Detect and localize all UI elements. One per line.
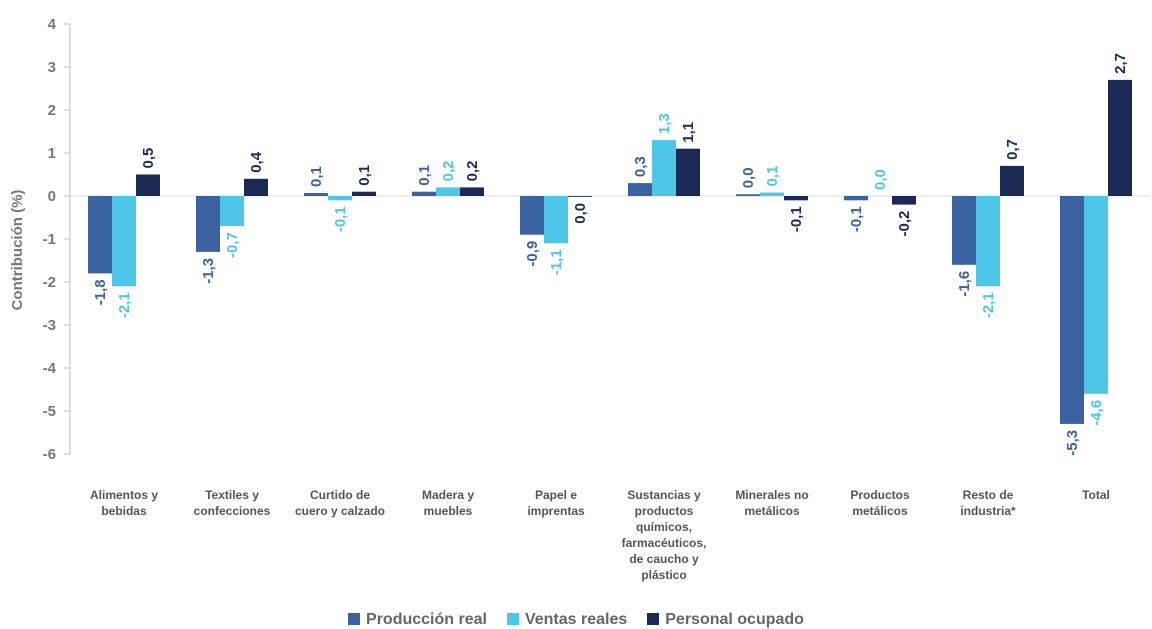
data-label: 0,1: [356, 165, 373, 186]
data-label: 1,1: [680, 122, 697, 143]
bar: [652, 140, 676, 196]
bar: [544, 196, 568, 244]
data-label: 0,3: [632, 156, 649, 177]
legend-swatch: [647, 613, 660, 625]
legend-swatch: [348, 613, 361, 625]
legend-label: Producción real: [366, 611, 487, 628]
bar: [952, 196, 976, 265]
data-label: -0,9: [524, 241, 541, 267]
data-label: 0,1: [764, 166, 781, 187]
legend-swatch: [506, 613, 519, 625]
y-tick-label: 0: [48, 188, 56, 205]
data-label: 2,7: [1112, 53, 1129, 74]
data-label: 0,5: [140, 148, 157, 169]
data-label: -1,1: [548, 249, 565, 275]
data-label: -4,6: [1088, 400, 1105, 426]
y-tick-label: 1: [48, 145, 56, 162]
data-label: -0,7: [224, 232, 241, 258]
y-tick-label: 4: [48, 16, 57, 33]
data-label: 0,2: [464, 161, 481, 182]
data-label: -1,8: [92, 279, 109, 305]
x-tick-label: Resto de industria*: [960, 488, 1016, 518]
bar: [844, 196, 868, 201]
legend-label: Ventas reales: [524, 611, 628, 628]
x-tick-label: Papel e imprentas: [527, 488, 585, 518]
data-label: -2,1: [980, 292, 997, 318]
x-tick-label: Curtido de cuero y calzado: [294, 488, 386, 518]
legend-item: Producción real: [348, 611, 487, 629]
data-label: 0,1: [308, 166, 325, 187]
y-tick-label: -3: [43, 317, 56, 334]
data-label: 0,4: [248, 151, 265, 173]
bar: [520, 196, 544, 235]
bar: [1060, 196, 1084, 424]
data-label: -1,6: [956, 271, 973, 297]
y-tick-label: -5: [43, 403, 56, 420]
data-label: -0,1: [332, 206, 349, 232]
bar: [460, 187, 484, 196]
bar: [760, 192, 784, 196]
x-tick-label: Minerales no metálicos: [735, 488, 809, 518]
x-tick-label: Sustancias y productos químicos, farmacé…: [621, 488, 707, 582]
data-label: -0,1: [848, 206, 865, 232]
bar: [736, 194, 760, 196]
data-label: 0,0: [740, 167, 757, 188]
bar: [220, 196, 244, 227]
bar: [88, 196, 112, 274]
bar: [976, 196, 1000, 287]
data-label: 0,2: [440, 161, 457, 182]
data-label: -0,1: [788, 206, 805, 232]
legend-label: Personal ocupado: [665, 611, 804, 628]
bar: [676, 148, 700, 196]
bar: [892, 196, 916, 205]
bar: [1084, 196, 1108, 394]
bar: [196, 196, 220, 252]
x-tick-label: Madera y muebles: [421, 488, 475, 518]
data-label: 0,0: [872, 169, 889, 190]
bar: [352, 191, 376, 196]
bar: [136, 174, 160, 196]
data-label: -0,2: [896, 211, 913, 237]
data-label: 0,1: [416, 165, 433, 186]
bar: [328, 196, 352, 201]
bar: [1000, 165, 1024, 196]
x-tick-label: Productos metálicos: [850, 488, 910, 518]
y-axis-label: Contribución (%): [9, 190, 26, 311]
bar: [412, 191, 436, 196]
y-tick-label: -2: [43, 274, 56, 291]
data-label: 0,7: [1004, 139, 1021, 160]
bar: [244, 178, 268, 196]
y-tick-label: -4: [43, 360, 57, 377]
y-tick-label: -1: [43, 231, 56, 248]
legend-item: Personal ocupado: [647, 611, 804, 629]
x-tick-label: Alimentos y bebidas: [89, 488, 158, 518]
x-tick-label: Textiles y confecciones: [193, 488, 271, 518]
data-label: -2,1: [116, 292, 133, 318]
data-label: -1,3: [200, 258, 217, 284]
bar: [628, 183, 652, 196]
bar: [568, 196, 592, 197]
y-tick-label: -6: [43, 446, 56, 463]
data-label: 1,3: [656, 113, 673, 134]
y-tick-label: 2: [48, 102, 56, 119]
bar: [436, 187, 460, 196]
x-tick-label: Total: [1082, 488, 1110, 502]
bar: [304, 192, 328, 196]
bar: [784, 196, 808, 201]
data-label: 0,0: [572, 203, 589, 224]
data-label: -5,3: [1064, 430, 1081, 456]
legend-item: Ventas reales: [506, 611, 628, 629]
legend: Producción real Ventas reales Personal ocu…: [0, 611, 1152, 629]
y-tick-label: 3: [48, 59, 56, 76]
bar: [1108, 79, 1132, 196]
bar: [112, 196, 136, 287]
